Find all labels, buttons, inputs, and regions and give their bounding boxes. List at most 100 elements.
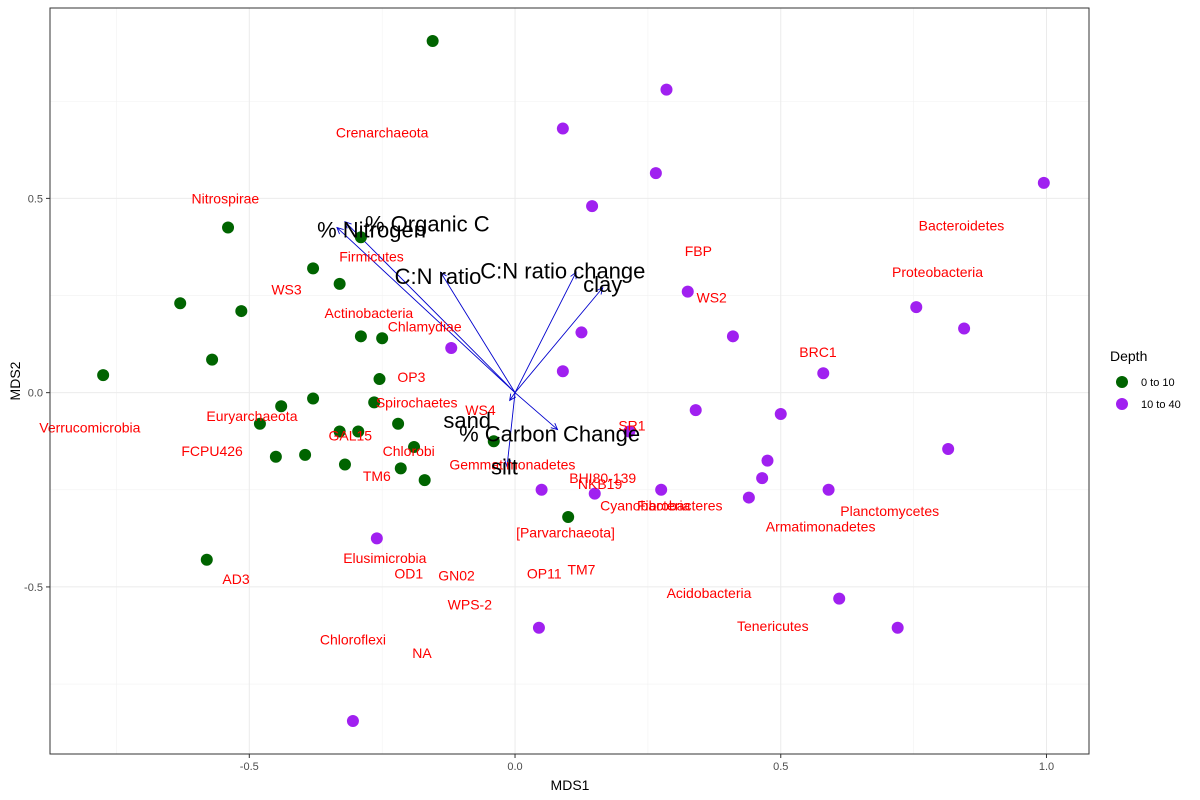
taxon-label: [Parvarchaeota] bbox=[516, 525, 615, 541]
sample-point bbox=[742, 491, 755, 504]
taxon-label: Elusimicrobia bbox=[343, 550, 426, 566]
sample-point bbox=[275, 400, 288, 413]
x-tick-label: 1.0 bbox=[1039, 761, 1054, 773]
sample-point bbox=[774, 408, 787, 421]
vector-arrowhead bbox=[509, 393, 517, 402]
sample-point bbox=[426, 35, 439, 48]
grid-lines bbox=[50, 8, 1089, 754]
taxa-labels: Crenarchaeota Nitrospirae Bacteroidetes Fir… bbox=[39, 124, 1004, 661]
vector-arrow bbox=[336, 227, 516, 393]
vector-label: C:N ratio bbox=[395, 264, 482, 289]
sample-point bbox=[942, 442, 955, 455]
taxon-label: AD3 bbox=[222, 571, 249, 587]
vector-label: % Carbon Change bbox=[459, 421, 640, 446]
taxon-label: FBP bbox=[685, 243, 712, 259]
sample-point bbox=[392, 417, 405, 430]
sample-point bbox=[655, 483, 668, 496]
taxon-label: Nitrospirae bbox=[192, 190, 260, 206]
sample-point bbox=[235, 305, 248, 318]
sample-point bbox=[623, 425, 636, 438]
legend: Depth 0 to 10 10 to 40 bbox=[1110, 348, 1181, 411]
y-tick-label: 0.5 bbox=[28, 193, 43, 205]
sample-point bbox=[689, 404, 702, 417]
vector-arrow bbox=[344, 221, 516, 393]
taxon-label: Spirochaetes bbox=[376, 394, 458, 410]
taxon-label: Armatimonadetes bbox=[766, 519, 876, 535]
taxon-label: FCPU426 bbox=[181, 443, 243, 459]
sample-point bbox=[269, 450, 282, 463]
axes: -0.5 0.0 0.5 1.0 -0.5 0.0 0.5 bbox=[24, 193, 1054, 773]
vector-arrowhead bbox=[596, 286, 604, 295]
vector-label: silt bbox=[491, 454, 518, 479]
taxon-label: Firmicutes bbox=[339, 249, 404, 265]
sample-point bbox=[822, 483, 835, 496]
sample-point bbox=[532, 621, 545, 634]
taxon-label: WS4 bbox=[465, 402, 496, 418]
taxon-label: GAL15 bbox=[328, 427, 372, 443]
sample-point bbox=[354, 330, 367, 343]
taxon-label: TM7 bbox=[567, 561, 595, 577]
sample-point bbox=[1037, 176, 1050, 189]
sample-point bbox=[535, 483, 548, 496]
taxon-label: Chloroflexi bbox=[320, 631, 386, 647]
vector-arrow bbox=[440, 271, 516, 393]
sample-point bbox=[373, 373, 386, 386]
sample-point bbox=[556, 365, 569, 378]
vector-arrow bbox=[514, 272, 577, 393]
sample-point bbox=[354, 231, 367, 244]
taxon-label: Verrucomicrobia bbox=[39, 420, 140, 436]
sample-point bbox=[910, 301, 923, 314]
vector-label: sand bbox=[443, 408, 491, 433]
taxon-label: Chlorobi bbox=[383, 443, 435, 459]
vector-arrowhead bbox=[570, 271, 577, 280]
x-axis-title: MDS1 bbox=[551, 777, 590, 793]
x-tick-label: 0.5 bbox=[773, 761, 788, 773]
plot-border bbox=[49, 7, 1090, 755]
sample-point bbox=[346, 714, 359, 727]
x-tick-label: -0.5 bbox=[240, 761, 259, 773]
sample-points bbox=[97, 35, 1050, 727]
sample-point bbox=[376, 332, 389, 345]
sample-point bbox=[660, 83, 673, 96]
taxon-label: Proteobacteria bbox=[892, 264, 983, 280]
taxon-label: Chlamydiae bbox=[388, 319, 462, 335]
sample-point bbox=[891, 621, 904, 634]
taxon-label: BHI80-139 bbox=[569, 470, 636, 486]
x-tick-label: 0.0 bbox=[507, 761, 522, 773]
sample-point bbox=[368, 396, 381, 409]
taxon-label: Acidobacteria bbox=[667, 585, 752, 601]
taxon-label: Bacteroidetes bbox=[919, 218, 1005, 234]
sample-point bbox=[394, 462, 407, 475]
sample-point bbox=[586, 200, 599, 213]
taxon-label: WPS-2 bbox=[448, 596, 493, 612]
taxon-label: TM6 bbox=[363, 468, 391, 484]
environmental-vectors bbox=[336, 220, 604, 468]
sample-point bbox=[307, 262, 320, 275]
sample-point bbox=[649, 167, 662, 180]
vector-arrow bbox=[509, 392, 516, 401]
sample-point bbox=[958, 322, 971, 335]
sample-point bbox=[681, 285, 694, 298]
sample-point bbox=[338, 458, 351, 471]
taxon-label: OP3 bbox=[397, 369, 425, 385]
sample-point bbox=[756, 472, 769, 485]
sample-point bbox=[408, 441, 421, 454]
sample-point bbox=[562, 510, 575, 523]
taxon-label: Planctomycetes bbox=[840, 503, 939, 519]
vector-arrow bbox=[514, 392, 558, 430]
taxon-label: Tenericutes bbox=[737, 618, 809, 634]
sample-point bbox=[817, 367, 830, 380]
vector-arrowhead bbox=[504, 459, 512, 468]
sample-point bbox=[333, 277, 346, 290]
vector-label: % Nitrogen bbox=[317, 217, 426, 242]
vector-arrowhead bbox=[550, 422, 559, 431]
sample-point bbox=[761, 454, 774, 467]
vector-label: C:N ratio change bbox=[480, 258, 645, 283]
taxon-label: Euryarchaeota bbox=[206, 408, 297, 424]
taxon-label: OD1 bbox=[394, 565, 423, 581]
sample-point bbox=[299, 448, 312, 461]
sample-point bbox=[222, 221, 235, 234]
sample-point bbox=[206, 353, 219, 366]
sample-point bbox=[253, 417, 266, 430]
